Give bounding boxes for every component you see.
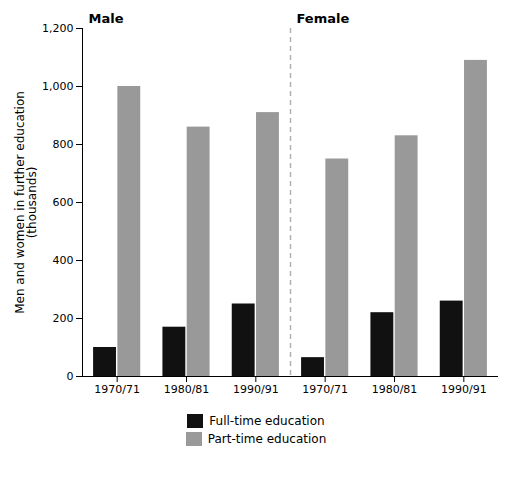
html-text:Full-time education: Full-time education — [209, 414, 325, 428]
svg-text:1,200: 1,200 — [42, 22, 74, 35]
svg-text:800: 800 — [53, 138, 74, 151]
svg-text:0: 0 — [67, 370, 74, 383]
svg-text:1990/91: 1990/91 — [441, 383, 487, 396]
html-text:Part-time education: Part-time education — [207, 432, 327, 446]
svg-text:1970/71: 1970/71 — [302, 383, 348, 396]
svg-text:Male: Male — [89, 11, 124, 26]
svg-text:Female: Female — [297, 11, 350, 26]
svg-text:200: 200 — [53, 312, 74, 325]
svg-text:400: 400 — [53, 254, 74, 267]
svg-text:1980/81: 1980/81 — [372, 383, 418, 396]
svg-text:1990/91: 1990/91 — [233, 383, 279, 396]
svg-text:Men and women in further educa: Men and women in further education(thous… — [13, 91, 39, 314]
svg-text:600: 600 — [53, 196, 74, 209]
svg-text:1970/71: 1970/71 — [94, 383, 140, 396]
svg-text:1980/81: 1980/81 — [164, 383, 210, 396]
svg-text:1,000: 1,000 — [42, 80, 74, 93]
